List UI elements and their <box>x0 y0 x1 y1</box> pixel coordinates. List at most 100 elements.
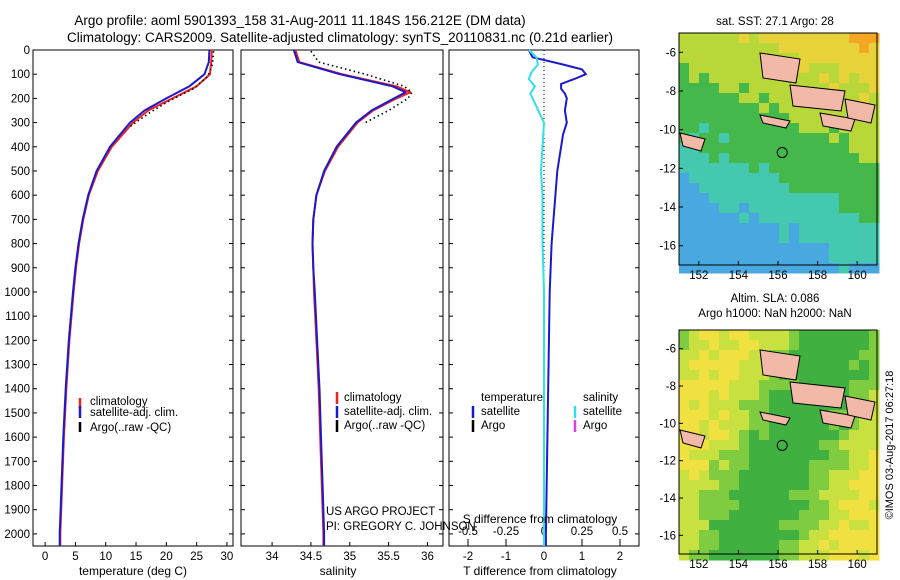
map-cell <box>819 510 830 521</box>
map-cell <box>719 43 730 54</box>
legend-title-temperature: temperature <box>481 392 543 404</box>
map-cell <box>699 93 710 104</box>
map-cell <box>789 490 800 501</box>
map-cell <box>819 53 830 64</box>
map-cell <box>709 410 720 421</box>
map-cell <box>849 500 860 511</box>
map-cell <box>749 163 760 174</box>
map-cell <box>849 530 860 541</box>
map-cell <box>739 133 750 144</box>
map-cell <box>829 143 840 154</box>
island-shape <box>759 114 791 129</box>
sla-map-field: 152 154 156 158 160 -6 -8 -10 -12 -14 -16 <box>659 329 880 571</box>
map-cell <box>709 83 720 94</box>
map-cell <box>729 253 740 264</box>
map-cell <box>859 243 870 254</box>
map-cell <box>859 390 870 401</box>
map-cell <box>759 123 770 134</box>
map-cell <box>779 113 790 124</box>
map-cell <box>789 540 800 551</box>
map-cell <box>689 530 700 541</box>
map-cell <box>829 183 840 194</box>
x-tick-label: 0 <box>541 551 547 563</box>
map-cell <box>839 83 850 94</box>
map-cell <box>839 400 850 411</box>
map-cell <box>839 540 850 551</box>
map-cell <box>739 263 750 274</box>
map-cell <box>679 203 690 214</box>
map-cell <box>729 400 740 411</box>
map-cell <box>849 253 860 264</box>
map-cell <box>769 263 780 274</box>
map-cell <box>769 213 780 224</box>
map-cell <box>749 340 760 351</box>
map-cell <box>839 360 850 371</box>
map-cell <box>729 390 740 401</box>
map-cell <box>839 530 850 541</box>
map-cell <box>739 173 750 184</box>
map-cell <box>869 380 880 391</box>
map-cell <box>789 253 800 264</box>
map-cell <box>859 520 870 531</box>
map-cell <box>719 173 730 184</box>
sla-map: Altim. SLA: 0.086 Argo h1000: NaN h2000:… <box>659 293 880 571</box>
map-cell <box>729 480 740 491</box>
map-cell <box>849 213 860 224</box>
map-cell <box>849 83 860 94</box>
map-cell <box>869 233 880 244</box>
map-cell <box>849 183 860 194</box>
map-cell <box>709 480 720 491</box>
map-cell <box>789 233 800 244</box>
series-s-satellite <box>527 49 546 546</box>
legend-label-argo: Argo(..raw -QC) <box>90 422 171 434</box>
map-cell <box>679 520 690 531</box>
map-cell <box>719 123 730 134</box>
map-cell <box>759 103 770 114</box>
map-cell <box>759 340 770 351</box>
map-cell <box>749 510 760 521</box>
map-cell <box>699 53 710 64</box>
y-tick-label: 1300 <box>4 360 30 372</box>
map-cell <box>789 193 800 204</box>
map-cell <box>709 163 720 174</box>
map-cell <box>719 93 730 104</box>
map-cell <box>769 490 780 501</box>
map-cell <box>869 153 880 164</box>
map-cell <box>809 430 820 441</box>
map-cell <box>689 380 700 391</box>
difference-panel: -2 -1 0 1 2-0.5 -0.25 0 0.25 0.5 <box>449 49 639 563</box>
map-cell <box>729 330 740 341</box>
map-cell <box>839 103 850 114</box>
map-cell <box>759 83 770 94</box>
map-cell <box>819 370 830 381</box>
map-cell <box>679 93 690 104</box>
map-cell <box>759 43 770 54</box>
map-cell <box>799 233 810 244</box>
map-cell <box>859 253 870 264</box>
map-cell <box>679 490 690 501</box>
map-cell <box>689 173 700 184</box>
map-cell <box>799 480 810 491</box>
map-cell <box>839 133 850 144</box>
map-cell <box>789 500 800 511</box>
map-cell <box>719 480 730 491</box>
map-cell <box>709 223 720 234</box>
map-cell <box>859 153 870 164</box>
map-cell <box>819 233 830 244</box>
map-cell <box>779 420 790 431</box>
map-cell <box>739 253 750 264</box>
map-cell <box>869 450 880 461</box>
map-cell <box>819 183 830 194</box>
map-cell <box>859 350 870 361</box>
map-cell <box>699 360 710 371</box>
map-cell <box>759 470 770 481</box>
map-cell <box>829 540 840 551</box>
map-cell <box>709 420 720 431</box>
map-cell <box>679 380 690 391</box>
map-cell <box>749 390 760 401</box>
map-cell <box>819 223 830 234</box>
map-cell <box>839 430 850 441</box>
map-cell <box>829 350 840 361</box>
salinity-panel-frame <box>240 49 444 547</box>
map-cell <box>739 163 750 174</box>
